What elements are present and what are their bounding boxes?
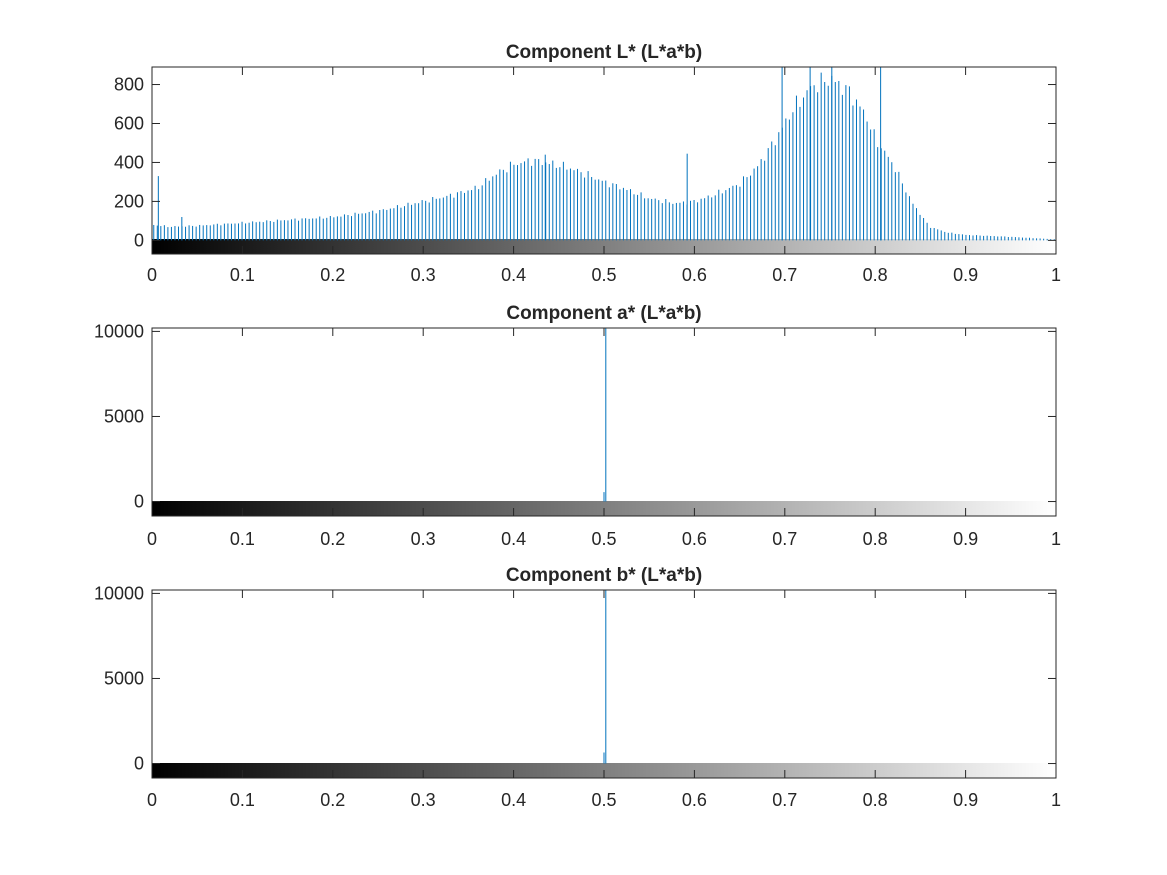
x-tick-label: 0.7 xyxy=(772,265,797,285)
y-tick-label: 400 xyxy=(114,152,144,172)
x-tick-label: 0.4 xyxy=(501,529,526,549)
x-tick-label: 1 xyxy=(1051,790,1061,810)
y-tick-label: 200 xyxy=(114,191,144,211)
x-tick-label: 0.9 xyxy=(953,265,978,285)
chart-title: Component b* (L*a*b) xyxy=(506,565,702,586)
x-tick-label: 0.3 xyxy=(411,265,436,285)
x-tick-label: 0.1 xyxy=(230,265,255,285)
axes-box xyxy=(151,589,1057,779)
histogram-stems xyxy=(603,590,607,764)
x-tick-label: 1 xyxy=(1051,265,1061,285)
x-tick-label: 0.7 xyxy=(772,790,797,810)
panel-a-star: Component a* (L*a*b) 0 0.1 0.2 0.3 0.4 0.5 0.6… xyxy=(94,303,1061,549)
y-tick-label: 10000 xyxy=(94,583,144,603)
x-tick-label: 0 xyxy=(147,529,157,549)
x-tick-label: 0.1 xyxy=(230,529,255,549)
x-tick-label: 0.8 xyxy=(863,529,888,549)
x-tick-label: 0.5 xyxy=(591,529,616,549)
histogram-stems xyxy=(603,328,607,502)
x-tick-label: 0.6 xyxy=(682,265,707,285)
x-tick-label: 0.4 xyxy=(501,790,526,810)
x-tick-label: 0.5 xyxy=(591,790,616,810)
x-tick-label: 0.3 xyxy=(411,790,436,810)
x-tick-label: 0.2 xyxy=(320,265,345,285)
y-tick-label: 5000 xyxy=(104,406,144,426)
x-tick-label: 0.6 xyxy=(682,790,707,810)
x-tick-label: 0.8 xyxy=(863,265,888,285)
x-tick-label: 0 xyxy=(147,265,157,285)
x-tick-label: 0.9 xyxy=(953,790,978,810)
x-tick-label: 0.8 xyxy=(863,790,888,810)
x-tick-label: 0.3 xyxy=(411,529,436,549)
chart-title: Component L* (L*a*b) xyxy=(506,42,702,63)
y-tick-label: 0 xyxy=(134,492,144,512)
x-tick-label: 0.9 xyxy=(953,529,978,549)
x-tick-label: 0.4 xyxy=(501,265,526,285)
axes-box xyxy=(151,327,1057,517)
x-tick-label: 0.5 xyxy=(591,265,616,285)
y-tick-label: 800 xyxy=(114,75,144,95)
histogram-stems xyxy=(153,67,1055,241)
x-tick-label: 1 xyxy=(1051,529,1061,549)
x-tick-label: 0.2 xyxy=(320,529,345,549)
x-tick-label: 0.6 xyxy=(682,529,707,549)
y-tick-label: 5000 xyxy=(104,668,144,688)
y-tick-label: 600 xyxy=(114,113,144,133)
x-tick-label: 0.2 xyxy=(320,790,345,810)
x-tick-label: 0.7 xyxy=(772,529,797,549)
y-tick-label: 0 xyxy=(134,754,144,774)
panel-l-star: Component L* (L*a*b) 0 0.1 0.2 0.3 0.4 0.5 0.6… xyxy=(114,42,1061,285)
chart-title: Component a* (L*a*b) xyxy=(506,303,701,324)
x-tick-label: 0.1 xyxy=(230,790,255,810)
panel-b-star: Component b* (L*a*b) 0 0.1 0.2 0.3 0.4 0.5 0.6… xyxy=(94,565,1061,810)
x-tick-label: 0 xyxy=(147,790,157,810)
y-tick-label: 10000 xyxy=(94,321,144,341)
y-tick-label: 0 xyxy=(134,230,144,250)
